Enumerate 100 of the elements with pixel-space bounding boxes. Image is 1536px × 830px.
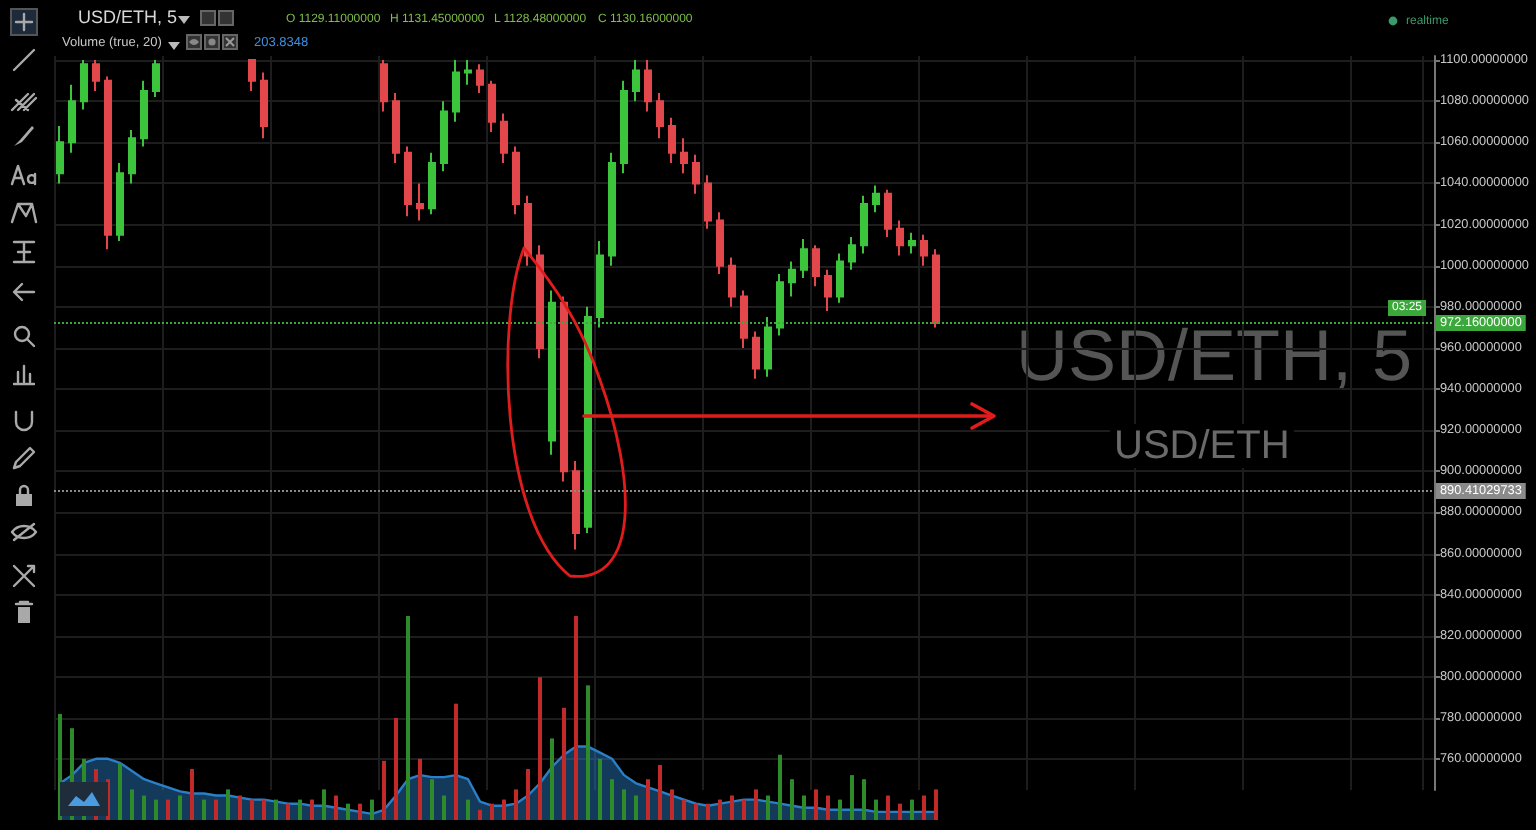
bar: [778, 754, 782, 820]
bar: [862, 779, 866, 820]
candlestick: [848, 235, 856, 271]
bar: [442, 795, 446, 820]
bar: [634, 795, 638, 820]
candlestick: [920, 233, 928, 267]
candlestick: [512, 145, 520, 216]
candlestick: [500, 112, 508, 164]
bar: [430, 779, 434, 820]
candlestick: [824, 268, 832, 312]
bar: [166, 799, 170, 820]
bar: [118, 762, 122, 820]
bar: [838, 799, 842, 820]
bar: [514, 789, 518, 820]
bar: [310, 799, 314, 820]
bar: [718, 799, 722, 820]
candlestick: [476, 63, 484, 95]
candlestick: [392, 92, 400, 164]
bar: [262, 799, 266, 820]
bar: [346, 803, 350, 820]
bar: [406, 616, 410, 820]
bar: [622, 789, 626, 820]
bar: [274, 799, 278, 820]
bar: [790, 779, 794, 820]
bar: [526, 769, 530, 820]
candlestick: [932, 248, 940, 329]
candlestick: [140, 79, 148, 148]
candlestick: [128, 129, 136, 185]
bar: [214, 799, 218, 820]
bar: [250, 799, 254, 820]
bar: [694, 803, 698, 820]
bar: [130, 789, 134, 820]
candlestick: [488, 79, 496, 134]
bar: [682, 799, 686, 820]
candlestick: [524, 194, 532, 267]
bar: [298, 799, 302, 820]
bar: [562, 707, 566, 820]
bar: [154, 799, 158, 820]
bar: [610, 779, 614, 820]
bar: [322, 789, 326, 820]
bar: [814, 789, 818, 820]
bar: [334, 795, 338, 820]
bar: [742, 799, 746, 820]
candlestick: [740, 289, 748, 349]
bar: [574, 616, 578, 820]
candlestick: [908, 231, 916, 255]
candlestick: [656, 92, 664, 140]
bar: [466, 799, 470, 820]
bar: [478, 809, 482, 820]
candlestick: [668, 116, 676, 164]
candlestick: [716, 211, 724, 275]
bar: [502, 799, 506, 820]
candlestick: [728, 256, 736, 308]
bar: [238, 795, 242, 820]
candlestick: [56, 124, 64, 185]
bar: [394, 718, 398, 820]
candlestick: [416, 182, 424, 222]
candlestick: [428, 151, 436, 216]
candlestick: [104, 75, 112, 251]
bar: [418, 758, 422, 820]
bar: [142, 795, 146, 820]
candlestick: [380, 59, 388, 113]
candlestick: [608, 151, 616, 267]
candlestick: [152, 59, 160, 99]
candlestick: [872, 184, 880, 214]
candlestick: [752, 330, 760, 380]
candlestick: [68, 83, 76, 154]
candlestick: [776, 272, 784, 337]
candlestick: [620, 79, 628, 175]
bar: [802, 795, 806, 820]
candlestick: [764, 316, 772, 378]
bar: [454, 703, 458, 820]
bar: [382, 760, 386, 820]
candlestick: [644, 59, 652, 113]
bar: [910, 799, 914, 820]
candlestick: [260, 71, 268, 140]
bar: [202, 799, 206, 820]
bar: [898, 803, 902, 820]
bar: [886, 795, 890, 820]
bar: [490, 803, 494, 820]
bar: [358, 803, 362, 820]
bar: [190, 769, 194, 820]
bar: [550, 738, 554, 820]
candlestick: [584, 305, 592, 534]
annotation: USD/ETH: [1110, 424, 1294, 468]
bar: [178, 795, 182, 820]
bar: [874, 799, 878, 820]
candlestick: [704, 174, 712, 230]
bar: [286, 803, 290, 820]
candlestick: [884, 188, 892, 238]
candlestick: [836, 252, 844, 304]
candlestick: [860, 194, 868, 255]
candlestick: [536, 244, 544, 360]
candlestick: [812, 244, 820, 288]
bar: [826, 795, 830, 820]
candlestick: [80, 59, 88, 111]
candlestick: [548, 289, 556, 456]
bar: [226, 789, 230, 820]
bar: [538, 677, 542, 820]
bar: [706, 803, 710, 820]
